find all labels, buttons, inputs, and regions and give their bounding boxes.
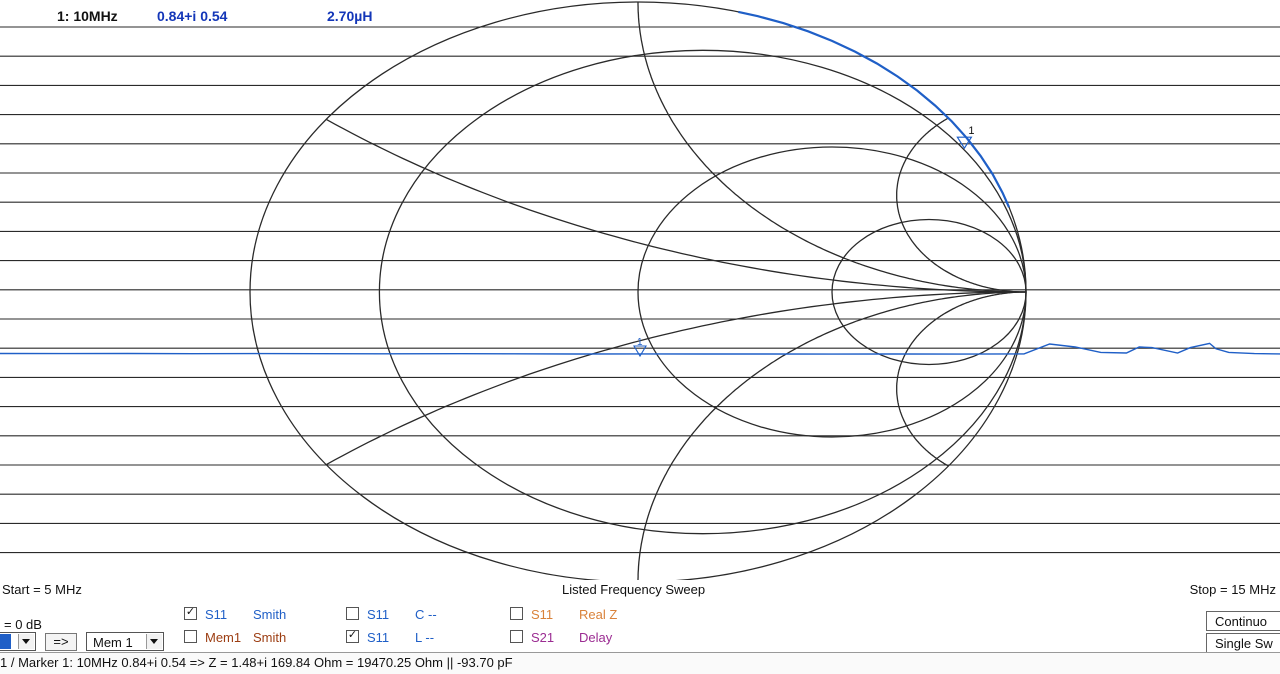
trace-name: S11 <box>531 607 554 622</box>
trace-format: Real Z <box>579 607 618 622</box>
trace-name: S11 <box>367 607 390 622</box>
trace-color-swatch <box>0 634 11 649</box>
smith-chart-plot: 11 <box>0 1 1280 580</box>
sweep-mode: Listed Frequency Sweep <box>562 582 706 597</box>
s11-marker-label: 1 <box>968 125 974 137</box>
sweep-bar: Start = 5 MHz Listed Frequency Sweep Sto… <box>0 582 1280 600</box>
trace-checkbox[interactable] <box>346 607 359 620</box>
traces: 11 <box>0 10 1280 358</box>
trace-toggle-s11-c[interactable]: S11 C -- <box>346 607 437 622</box>
resistance-circle <box>378 49 1027 535</box>
marker-label: 1: 10MHz <box>57 8 118 24</box>
trace-toggle-s21-delay[interactable]: S21 Delay <box>510 630 612 645</box>
marker-inductance-value: 2.70µH <box>327 8 373 24</box>
status-bar: 1 / Marker 1: 10MHz 0.84+i 0.54 => Z = 1… <box>0 652 1280 674</box>
continuous-sweep-button[interactable]: Continuo <box>1206 611 1280 631</box>
copy-to-memory-button[interactable]: => <box>45 633 77 651</box>
trace-name: S11 <box>205 607 228 622</box>
trace-checkbox[interactable] <box>346 630 359 643</box>
reactance-arc <box>896 117 1026 293</box>
reactance-arc <box>637 2 1026 293</box>
smith-grid <box>249 1 1027 580</box>
trace-toggle-s11-realz[interactable]: S11 Real Z <box>510 607 617 622</box>
grid-lines <box>0 26 1280 554</box>
l-trace <box>0 342 1280 355</box>
single-sweep-button[interactable]: Single Sw <box>1206 633 1280 653</box>
trace-format: L -- <box>415 630 435 645</box>
reactance-arc <box>326 291 1026 465</box>
trace-color-select[interactable] <box>0 632 36 651</box>
reactance-arc <box>637 291 1026 580</box>
trace-format: Delay <box>579 630 613 645</box>
trace-checkbox[interactable] <box>184 630 197 643</box>
trace-toggle-s11-l[interactable]: S11 L -- <box>346 630 434 645</box>
trace-checkbox[interactable] <box>510 630 523 643</box>
trace-format: Smith <box>253 607 287 622</box>
s11-smith-trace <box>738 10 1011 208</box>
trace-toggle-s11-smith[interactable]: S11 Smith <box>184 607 286 622</box>
reactance-arc <box>896 291 1026 467</box>
trace-name: Mem1 <box>205 630 242 645</box>
l-marker <box>633 345 647 358</box>
marker-gamma-value: 0.84+i 0.54 <box>157 8 228 24</box>
chevron-down-icon[interactable] <box>18 634 34 649</box>
trace-name: S21 <box>531 630 555 645</box>
trace-toggle-mem1-smith[interactable]: Mem1 Smith <box>184 630 286 645</box>
memory-select-value: Mem 1 <box>93 635 133 650</box>
trace-format: Smith <box>253 630 287 645</box>
reference-level: = 0 dB <box>4 617 42 632</box>
sweep-start: Start = 5 MHz <box>2 582 82 597</box>
chevron-down-icon[interactable] <box>146 634 162 649</box>
memory-select[interactable]: Mem 1 <box>86 632 164 651</box>
sweep-stop: Stop = 15 MHz <box>1189 582 1276 597</box>
trace-name: S11 <box>367 630 390 645</box>
trace-checkbox[interactable] <box>510 607 523 620</box>
reactance-arc <box>326 119 1026 293</box>
s11-marker <box>956 136 973 150</box>
trace-format: C -- <box>415 607 437 622</box>
l-marker-label: 1 <box>637 337 643 348</box>
trace-checkbox[interactable] <box>184 607 197 620</box>
